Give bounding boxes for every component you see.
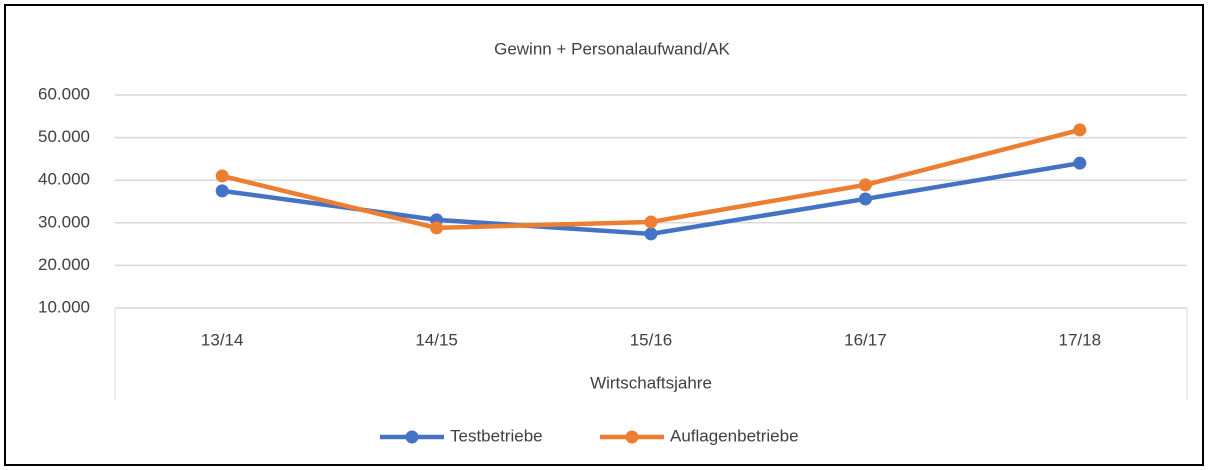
point-marker	[644, 227, 658, 241]
legend-label: Auflagenbetriebe	[670, 426, 799, 445]
chart-title: Gewinn + Personalaufwand/AK	[494, 39, 730, 58]
legend-marker	[405, 430, 419, 444]
y-tick-label: 30.000	[38, 212, 90, 231]
y-tick-label: 10.000	[38, 297, 90, 316]
point-marker	[858, 192, 872, 206]
y-tick-label: 20.000	[38, 255, 90, 274]
point-marker	[215, 184, 229, 198]
x-tick-label: 15/16	[630, 330, 673, 349]
point-marker	[1073, 123, 1087, 137]
point-marker	[858, 178, 872, 192]
x-tick-label: 16/17	[844, 330, 887, 349]
point-marker	[644, 215, 658, 229]
x-tick-label: 14/15	[415, 330, 458, 349]
x-axis-title: Wirtschaftsjahre	[590, 373, 712, 392]
x-tick-label: 13/14	[201, 330, 244, 349]
y-tick-label: 40.000	[38, 170, 90, 189]
point-marker	[430, 221, 444, 235]
point-marker	[215, 169, 229, 183]
y-tick-label: 50.000	[38, 127, 90, 146]
legend-label: Testbetriebe	[450, 426, 543, 445]
chart-border	[4, 4, 1204, 466]
legend-marker	[625, 430, 639, 444]
point-marker	[1073, 156, 1087, 170]
x-tick-label: 17/18	[1059, 330, 1102, 349]
y-tick-label: 60.000	[38, 84, 90, 103]
